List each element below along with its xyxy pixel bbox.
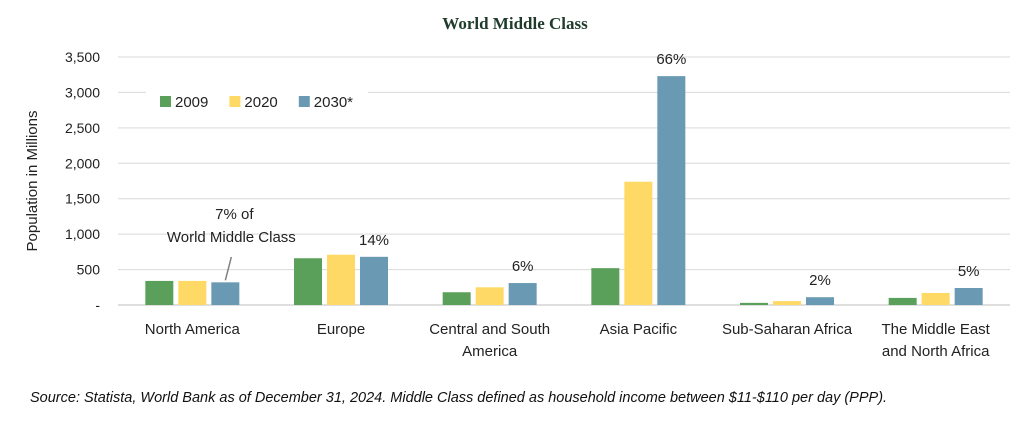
- y-tick-label: -: [95, 297, 100, 313]
- callout-line: [224, 256, 233, 281]
- legend-swatch: [298, 96, 310, 107]
- bar-chart: - 500 1,000 1,500 2,000 2,500 3,000 3,500 Popula…: [24, 49, 1010, 360]
- annotation-label: 7% of: [215, 206, 254, 223]
- y-tick-label: 2,000: [65, 155, 100, 171]
- bar-2020-3: [624, 181, 653, 305]
- bar-2030-2: [508, 283, 537, 305]
- y-tick-label: 1,500: [65, 191, 100, 207]
- category-label: North America: [145, 321, 241, 338]
- bar-2020-0: [178, 280, 207, 305]
- bar-2020-5: [921, 292, 950, 305]
- legend-label: 2030*: [314, 94, 353, 111]
- chart-title: World Middle Class: [442, 14, 588, 33]
- bar-2009-3: [591, 268, 620, 305]
- source-note: Source: Statista, World Bank as of Decem…: [30, 390, 888, 406]
- bar-2009-4: [740, 302, 768, 305]
- category-label: The Middle East: [881, 321, 990, 338]
- bar-2020-4: [773, 301, 801, 305]
- y-tick-label: 3,000: [65, 84, 100, 100]
- bar-2009-0: [145, 280, 174, 305]
- y-axis-label: Population in Millions: [24, 111, 41, 252]
- category-label: America: [462, 343, 518, 360]
- annotation-label: 5%: [958, 263, 980, 280]
- annotation-label: World Middle Class: [167, 229, 296, 246]
- annotation-label: 6%: [512, 258, 534, 275]
- legend-swatch: [160, 96, 171, 107]
- annotation-label: 2%: [809, 272, 831, 289]
- y-tick-label: 1,000: [65, 226, 100, 242]
- bar-2030-0: [211, 282, 240, 305]
- bar-2009-1: [294, 258, 322, 305]
- legend-swatch: [229, 96, 241, 107]
- category-label: Europe: [317, 321, 365, 338]
- category-label: Central and South: [429, 321, 550, 338]
- category-label: Asia Pacific: [600, 321, 678, 338]
- annotation-label: 14%: [359, 232, 389, 249]
- legend-background: [146, 82, 368, 124]
- annotation-label: 66%: [656, 51, 686, 68]
- bar-2009-5: [888, 297, 917, 305]
- bar-2030-5: [954, 287, 983, 305]
- category-label: Sub-Saharan Africa: [722, 321, 853, 338]
- bar-2020-1: [327, 254, 355, 305]
- bar-2030-4: [806, 297, 834, 305]
- bar-2030-3: [657, 76, 686, 305]
- bar-2009-2: [442, 292, 471, 305]
- bar-2030-1: [360, 256, 388, 305]
- category-label: and North Africa: [882, 343, 990, 360]
- y-tick-label: 500: [77, 262, 101, 278]
- legend-label: 2009: [175, 94, 208, 111]
- legend-label: 2020: [244, 94, 277, 111]
- y-tick-label: 2,500: [65, 120, 100, 136]
- bar-2020-2: [475, 287, 504, 305]
- y-tick-label: 3,500: [65, 49, 100, 65]
